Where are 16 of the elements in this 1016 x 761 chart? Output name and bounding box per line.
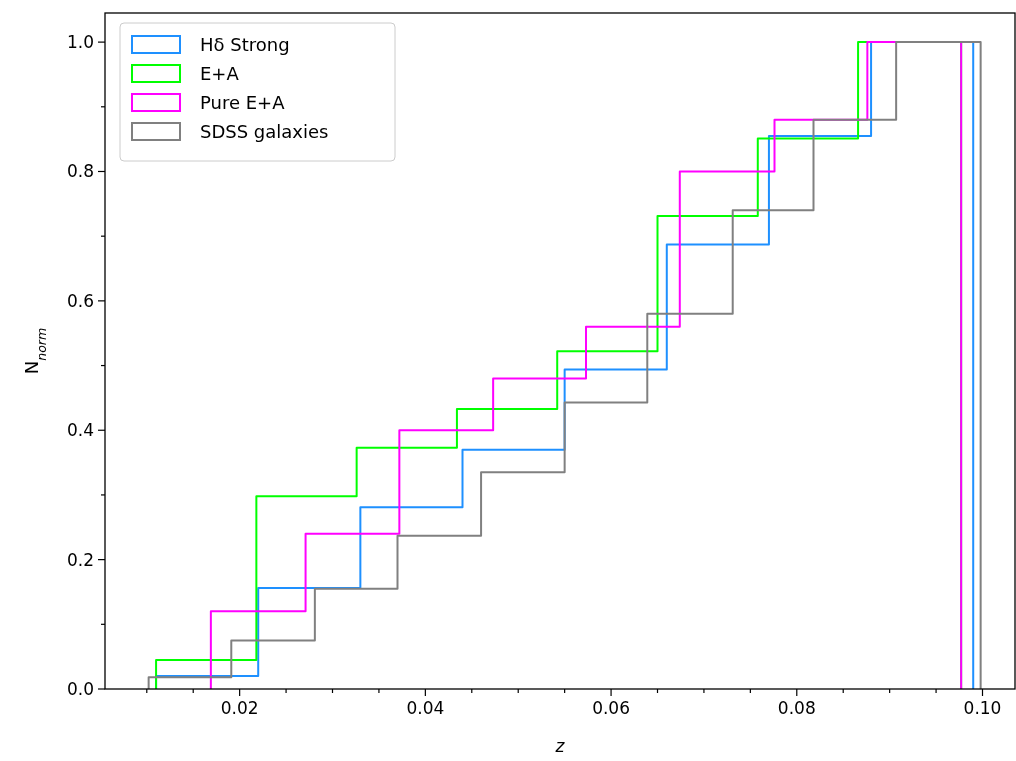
x-tick-label: 0.04 — [406, 698, 445, 718]
y-tick-label: 0.0 — [66, 679, 94, 699]
legend-label: E+A — [200, 63, 240, 84]
legend-label: Hδ Strong — [200, 34, 290, 55]
x-tick-label: 0.10 — [963, 698, 1002, 718]
legend-label: Pure E+A — [200, 92, 286, 113]
x-tick-label: 0.02 — [220, 698, 259, 718]
y-tick-label: 1.0 — [66, 32, 94, 53]
y-tick-label: 0.2 — [66, 549, 94, 570]
legend-label: SDSS galaxies — [200, 121, 329, 142]
y-tick-label: 0.6 — [66, 290, 94, 311]
x-axis-title: z — [554, 736, 566, 756]
y-tick-label: 0.4 — [66, 420, 94, 441]
y-tick-label: 0.8 — [66, 161, 94, 182]
x-tick-label: 0.06 — [592, 698, 630, 718]
x-tick-label: 0.08 — [777, 698, 816, 718]
